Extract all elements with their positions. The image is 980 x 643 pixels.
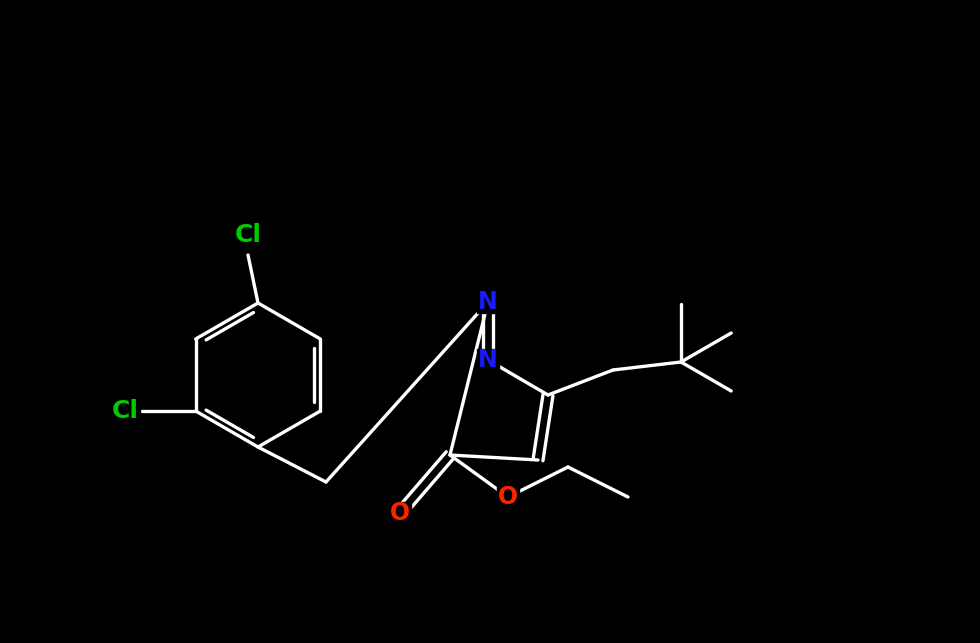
Text: N: N <box>478 348 498 372</box>
Text: Cl: Cl <box>112 399 139 423</box>
Bar <box>477 349 499 371</box>
Text: O: O <box>390 501 410 525</box>
Text: Cl: Cl <box>234 223 262 247</box>
Text: N: N <box>478 290 498 314</box>
Text: O: O <box>498 485 518 509</box>
Bar <box>477 291 499 313</box>
Bar <box>389 502 411 524</box>
Bar <box>497 486 519 508</box>
